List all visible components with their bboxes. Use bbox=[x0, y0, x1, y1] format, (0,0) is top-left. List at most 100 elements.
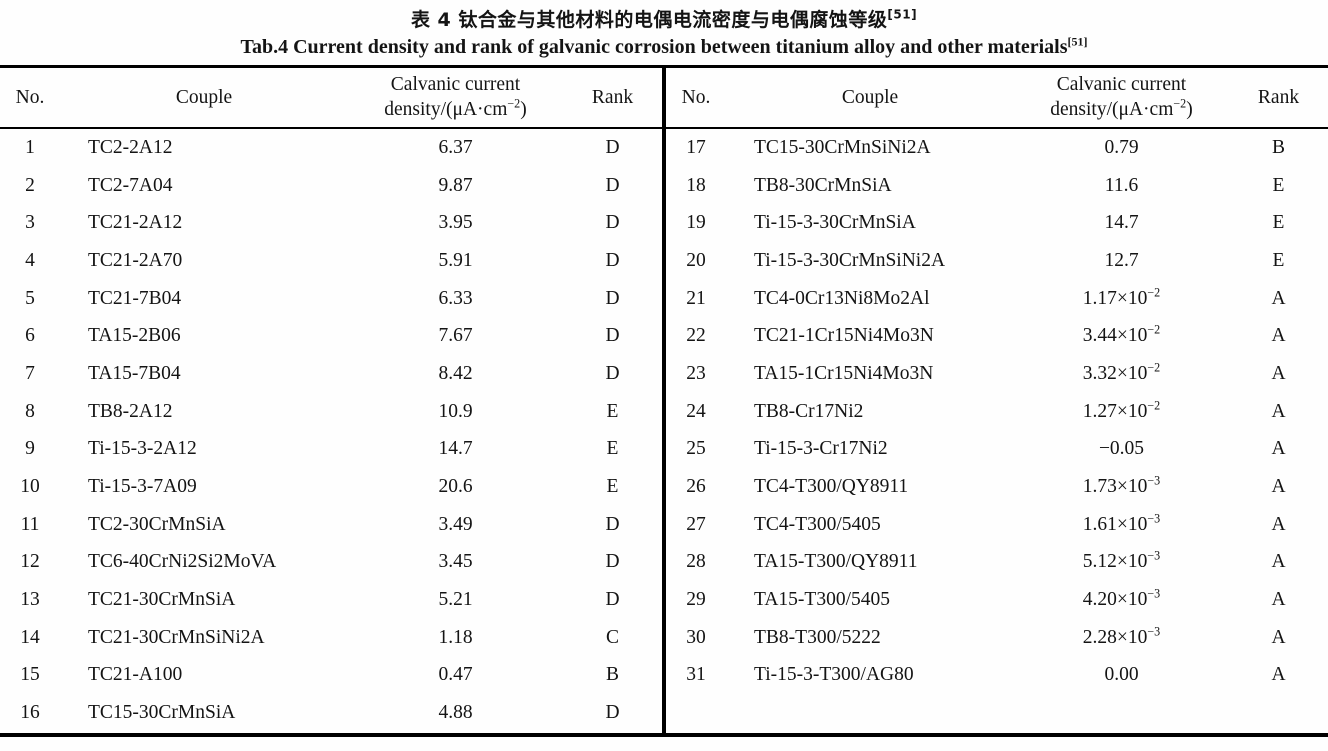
table-row: 31 Ti-15-3-T300/AG80 0.00 A bbox=[666, 657, 1328, 695]
table-row: 25 Ti-15-3-Cr17Ni2 −0.05 A bbox=[666, 431, 1328, 469]
cell-no: 14 bbox=[20, 626, 40, 648]
table-row: 30 TB8-T300/5222 2.28×10−3 A bbox=[666, 619, 1328, 657]
table-right-header: No. Couple Calvanic current density/(μA·… bbox=[666, 68, 1328, 129]
cell-rank: E bbox=[1272, 249, 1285, 271]
cell-density: 3.49 bbox=[438, 513, 473, 535]
table-row: 17 TC15-30CrMnSiNi2A 0.79 B bbox=[666, 129, 1328, 167]
cell-rank: D bbox=[605, 325, 620, 347]
cell-no: 6 bbox=[25, 325, 35, 347]
cell-no: 18 bbox=[686, 174, 706, 196]
cell-no: 24 bbox=[686, 400, 706, 422]
cell-couple: TC21-2A12 bbox=[88, 212, 183, 234]
cell-rank: B bbox=[1271, 136, 1285, 158]
cell-no: 7 bbox=[25, 362, 35, 384]
header-density-line2: density/(μA·cm−2) bbox=[384, 96, 527, 120]
cell-rank: A bbox=[1271, 476, 1286, 498]
cell-density: 11.6 bbox=[1104, 174, 1139, 196]
cell-rank: D bbox=[605, 513, 620, 535]
cell-no: 31 bbox=[686, 664, 706, 686]
cell-no: 20 bbox=[686, 249, 706, 271]
table-row: 29 TA15-T300/5405 4.20×10−3 A bbox=[666, 581, 1328, 619]
cell-density: 4.88 bbox=[438, 702, 473, 724]
cell-rank: B bbox=[605, 664, 619, 686]
table-row: 3 TC21-2A12 3.95 D bbox=[0, 204, 662, 242]
table-row: 26 TC4-T300/QY8911 1.73×10−3 A bbox=[666, 468, 1328, 506]
cell-couple: Ti-15-3-Cr17Ni2 bbox=[754, 438, 888, 460]
table-row: 20 Ti-15-3-30CrMnSiNi2A 12.7 E bbox=[666, 242, 1328, 280]
cell-couple: TB8-30CrMnSiA bbox=[754, 174, 892, 196]
table-row: 5 TC21-7B04 6.33 D bbox=[0, 280, 662, 318]
cell-density: 7.67 bbox=[438, 325, 473, 347]
cell-rank: D bbox=[605, 362, 620, 384]
cell-density: 0.79 bbox=[1104, 136, 1139, 158]
cell-rank: A bbox=[1271, 513, 1286, 535]
table-row: 7 TA15-7B04 8.42 D bbox=[0, 355, 662, 393]
cell-density: 3.95 bbox=[438, 212, 473, 234]
cell-couple: TC21-2A70 bbox=[88, 249, 183, 271]
table-row: 23 TA15-1Cr15Ni4Mo3N 3.32×10−2 A bbox=[666, 355, 1328, 393]
cell-density: −0.05 bbox=[1098, 438, 1145, 460]
cell-rank: A bbox=[1271, 589, 1286, 611]
cell-no: 8 bbox=[25, 400, 35, 422]
header-density-line2: density/(μA·cm−2) bbox=[1050, 96, 1193, 120]
cell-couple: TC4-0Cr13Ni8Mo2Al bbox=[754, 287, 930, 309]
header-density: Calvanic current density/(μA·cm−2) bbox=[348, 73, 563, 122]
cell-density: 0.47 bbox=[438, 664, 473, 686]
cell-density: 10.9 bbox=[438, 400, 473, 422]
cell-couple: Ti-15-3-2A12 bbox=[88, 438, 197, 460]
cell-couple: TC6-40CrNi2Si2MoVA bbox=[88, 551, 277, 573]
cell-no: 2 bbox=[25, 174, 35, 196]
cell-no: 13 bbox=[20, 589, 40, 611]
cell-density: 6.37 bbox=[438, 136, 473, 158]
cell-no: 19 bbox=[686, 212, 706, 234]
table-row: 8 TB8-2A12 10.9 E bbox=[0, 393, 662, 431]
cell-couple: TA15-T300/QY8911 bbox=[754, 551, 918, 573]
cell-density: 14.7 bbox=[1104, 212, 1139, 234]
cell-no: 23 bbox=[686, 362, 706, 384]
cell-density: 3.45 bbox=[438, 551, 473, 573]
table-row: 18 TB8-30CrMnSiA 11.6 E bbox=[666, 167, 1328, 205]
table-row: 2 TC2-7A04 9.87 D bbox=[0, 167, 662, 205]
table-row: 13 TC21-30CrMnSiA 5.21 D bbox=[0, 581, 662, 619]
table-left-header: No. Couple Calvanic current density/(μA·… bbox=[0, 68, 662, 129]
table-row: 21 TC4-0Cr13Ni8Mo2Al 1.17×10−2 A bbox=[666, 280, 1328, 318]
cell-couple: Ti-15-3-30CrMnSiA bbox=[754, 212, 916, 234]
cell-no: 27 bbox=[686, 513, 706, 535]
cell-no: 30 bbox=[686, 626, 706, 648]
table-left-half: No. Couple Calvanic current density/(μA·… bbox=[0, 68, 662, 733]
table-right-body: 17 TC15-30CrMnSiNi2A 0.79 B 18 TB8-30CrMnSiA 1… bbox=[666, 129, 1328, 733]
header-density-line1: Calvanic current bbox=[390, 74, 521, 96]
cell-rank: A bbox=[1271, 664, 1286, 686]
cell-density: 14.7 bbox=[438, 438, 473, 460]
cell-rank: A bbox=[1271, 400, 1286, 422]
table-row: 4 TC21-2A70 5.91 D bbox=[0, 242, 662, 280]
cell-couple: TC21-30CrMnSiA bbox=[88, 589, 236, 611]
cell-couple: Ti-15-3-T300/AG80 bbox=[754, 664, 914, 686]
table-row: 28 TA15-T300/QY8911 5.12×10−3 A bbox=[666, 544, 1328, 582]
cell-density: 2.28×10−3 bbox=[1082, 624, 1161, 648]
cell-no: 3 bbox=[25, 212, 35, 234]
galvanic-corrosion-table: No. Couple Calvanic current density/(μA·… bbox=[0, 65, 1328, 737]
cell-density: 1.27×10−2 bbox=[1082, 398, 1161, 422]
caption-zh-text: 表 4 钛合金与其他材料的电偶电流密度与电偶腐蚀等级 bbox=[410, 9, 888, 31]
cell-no: 26 bbox=[686, 476, 706, 498]
cell-rank: D bbox=[605, 174, 620, 196]
cell-couple: TC21-A100 bbox=[88, 664, 183, 686]
table-caption-en: Tab.4 Current density and rank of galvan… bbox=[0, 33, 1328, 61]
table-row: 19 Ti-15-3-30CrMnSiA 14.7 E bbox=[666, 204, 1328, 242]
cell-density: 1.73×10−3 bbox=[1082, 473, 1161, 498]
cell-no: 28 bbox=[686, 551, 706, 573]
cell-no: 4 bbox=[25, 249, 35, 271]
table-row: 14 TC21-30CrMnSiNi2A 1.18 C bbox=[0, 619, 662, 657]
cell-density: 0.00 bbox=[1104, 664, 1139, 686]
cell-rank: D bbox=[605, 136, 620, 158]
cell-rank: E bbox=[1272, 212, 1285, 234]
table-row: 12 TC6-40CrNi2Si2MoVA 3.45 D bbox=[0, 544, 662, 582]
cell-couple: Ti-15-3-30CrMnSiNi2A bbox=[754, 249, 946, 271]
cell-rank: E bbox=[1272, 174, 1285, 196]
cell-no: 25 bbox=[686, 438, 706, 460]
cell-couple: TA15-T300/5405 bbox=[754, 589, 891, 611]
table-row: 15 TC21-A100 0.47 B bbox=[0, 657, 662, 695]
cell-density: 5.91 bbox=[438, 249, 473, 271]
cell-no: 12 bbox=[20, 551, 40, 573]
